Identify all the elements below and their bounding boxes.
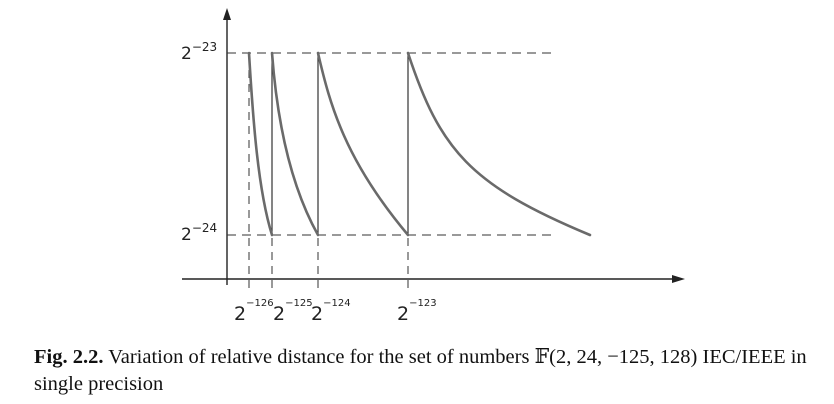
x-tick-label-2-124: 2−124	[311, 298, 351, 325]
x-tick-label-2-123: 2−123	[397, 298, 437, 325]
set-arguments: (2, 24, −125, 128)	[549, 346, 698, 368]
y-tick-label-2-23: 2−23	[181, 40, 217, 64]
relative-distance-diagram: 2−23 2−24 2−126 2−125 2−124 2−123	[181, 8, 685, 325]
figure-caption: Fig. 2.2. Variation of relative distance…	[34, 343, 824, 398]
curve-segment-126	[247, 51, 274, 237]
x-tick-label-2-125: 2−125	[273, 298, 313, 325]
curve-segment-125	[270, 51, 320, 237]
caption-text-after: IEC/IEEE in single precision	[34, 346, 807, 395]
y-axis-arrow	[223, 8, 231, 20]
x-tick-label-2-126: 2−126	[234, 298, 274, 325]
relative-distance-curve	[247, 51, 592, 237]
curve-segment-124	[316, 51, 410, 237]
set-symbol: 𝔽	[534, 344, 550, 368]
curve-segment-123	[406, 51, 592, 237]
y-tick-label-2-24: 2−24	[181, 221, 217, 245]
x-axis-arrow	[672, 275, 685, 283]
figure-label: Fig. 2.2.	[34, 346, 104, 368]
caption-text-before: Variation of relative distance for the s…	[103, 346, 535, 368]
